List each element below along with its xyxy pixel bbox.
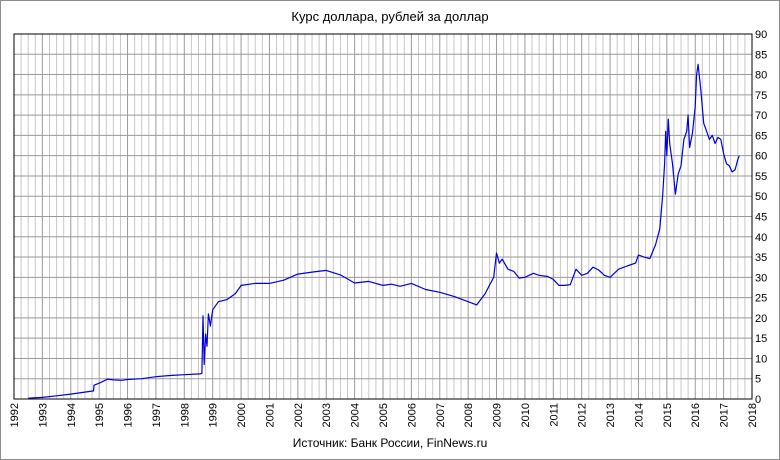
x-axis-labels: 1992 1993 1994 1995 1996 1997 1998 1999 2000 2001… <box>9 403 759 427</box>
x-tick-label: 2016 <box>690 403 702 427</box>
x-tick-label: 2010 <box>520 403 532 427</box>
y-tick-label: 40 <box>755 232 767 244</box>
y-axis-labels: 0 5 10 15 20 25 30 35 40 45 50 55 60 65 70 75 80 85 90 <box>755 29 767 406</box>
x-tick-label: 1995 <box>94 403 106 427</box>
x-tick-label: 2006 <box>406 403 418 427</box>
y-tick-label: 55 <box>755 171 767 183</box>
series-line-usd-rub <box>28 63 740 399</box>
y-tick-label: 30 <box>755 272 767 284</box>
grid-lines <box>13 33 753 400</box>
y-tick-label: 15 <box>755 333 767 345</box>
x-tick-label: 2009 <box>492 403 504 427</box>
chart-source-note: Источник: Банк России, FinNews.ru <box>292 436 488 450</box>
x-tick-label: 1998 <box>179 403 191 427</box>
x-tick-label: 2018 <box>747 403 759 427</box>
x-tick-label: 2013 <box>605 403 617 427</box>
y-tick-label: 45 <box>755 212 767 224</box>
y-tick-label: 10 <box>755 353 767 365</box>
x-tick-label: 2003 <box>321 403 333 427</box>
x-tick-label: 2017 <box>719 403 731 427</box>
y-tick-label: 90 <box>755 29 767 41</box>
chart-title: Курс доллара, рублей за доллар <box>291 9 489 24</box>
y-tick-label: 70 <box>755 110 767 122</box>
y-tick-label: 5 <box>755 374 761 386</box>
x-tick-label: 2014 <box>633 403 645 427</box>
x-tick-label: 1992 <box>9 403 21 427</box>
x-tick-label: 2008 <box>463 403 475 427</box>
plot-area-border <box>13 33 753 400</box>
x-tick-label: 1997 <box>151 403 163 427</box>
x-tick-label: 1993 <box>37 403 49 427</box>
x-tick-label: 2007 <box>435 403 447 427</box>
y-tick-label: 20 <box>755 313 767 325</box>
y-tick-label: 25 <box>755 293 767 305</box>
x-tick-label: 1996 <box>123 403 135 427</box>
x-tick-label: 2012 <box>577 403 589 427</box>
x-tick-label: 1999 <box>208 403 220 427</box>
y-tick-label: 35 <box>755 252 767 264</box>
x-tick-label: 2011 <box>548 403 560 427</box>
x-tick-label: 2001 <box>264 403 276 427</box>
x-tick-label: 1994 <box>66 403 78 427</box>
x-tick-label: 2002 <box>293 403 305 427</box>
x-tick-label: 2005 <box>378 403 390 427</box>
x-tick-label: 2004 <box>350 403 362 427</box>
x-tick-label: 2000 <box>236 403 248 427</box>
y-tick-label: 75 <box>755 90 767 102</box>
y-tick-label: 80 <box>755 70 767 82</box>
y-tick-label: 65 <box>755 130 767 142</box>
y-tick-label: 60 <box>755 151 767 163</box>
y-tick-label: 50 <box>755 191 767 203</box>
x-tick-label: 2015 <box>662 403 674 427</box>
y-tick-label: 85 <box>755 49 767 61</box>
y-tick-label: 0 <box>755 394 761 406</box>
